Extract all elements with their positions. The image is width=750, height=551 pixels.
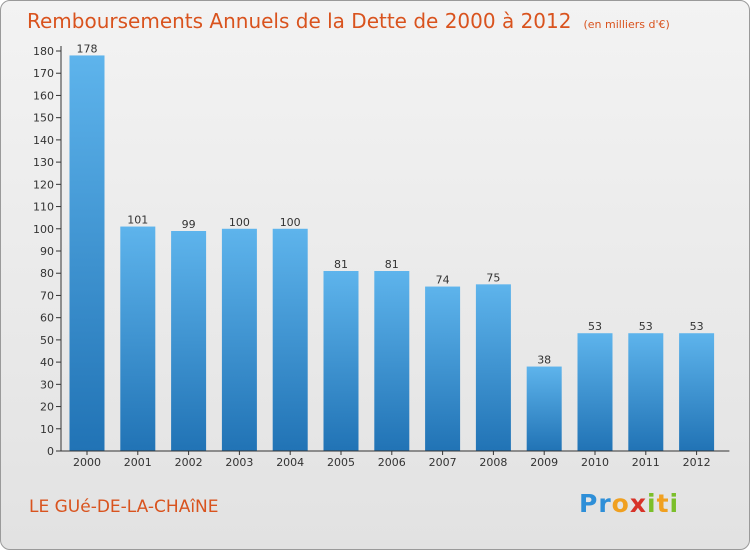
x-tick-label: 2009 bbox=[530, 456, 558, 469]
bar-value-label: 53 bbox=[588, 320, 602, 333]
bar-value-label: 101 bbox=[127, 214, 148, 227]
bar bbox=[628, 333, 664, 451]
bar bbox=[475, 284, 511, 451]
y-axis: 0 10 20 30 40 50 60 70 80 90 100 110 120 130 140 150 160… bbox=[33, 45, 62, 458]
logo-letter: r bbox=[598, 489, 612, 518]
bar bbox=[120, 226, 156, 451]
y-tick-label: 180 bbox=[33, 45, 54, 58]
bar-value-label: 38 bbox=[537, 354, 551, 367]
bar-value-label: 75 bbox=[486, 271, 500, 284]
bar bbox=[679, 333, 715, 451]
x-tick-label: 2002 bbox=[175, 456, 203, 469]
logo-letter: x bbox=[629, 489, 647, 518]
logo-letter: i bbox=[669, 489, 680, 518]
bar bbox=[171, 231, 207, 451]
chart-title: Remboursements Annuels de la Dette de 20… bbox=[27, 9, 670, 33]
y-tick-label: 140 bbox=[33, 134, 54, 147]
bar bbox=[577, 333, 613, 451]
x-tick-label: 2008 bbox=[479, 456, 507, 469]
bar bbox=[323, 271, 359, 451]
y-tick-label: 0 bbox=[47, 445, 54, 458]
x-tick-label: 2000 bbox=[73, 456, 101, 469]
bar bbox=[374, 271, 410, 451]
logo-letter: P bbox=[579, 489, 599, 518]
x-tick-label: 2003 bbox=[225, 456, 253, 469]
bar-value-label: 74 bbox=[436, 274, 450, 287]
y-tick-label: 90 bbox=[40, 245, 54, 258]
x-axis: 2000 2001 2002 2003 2004 2005 2006 2007 2008 2009… bbox=[61, 450, 730, 469]
y-tick-label: 110 bbox=[33, 201, 54, 214]
x-tick-label: 2005 bbox=[327, 456, 355, 469]
bar bbox=[69, 55, 105, 451]
bar bbox=[272, 228, 308, 451]
logo-letter: t bbox=[656, 489, 670, 518]
y-tick-label: 10 bbox=[40, 423, 54, 436]
commune-name: LE GUé-DE-LA-CHAîNE bbox=[29, 497, 219, 517]
y-tick-label: 50 bbox=[40, 334, 54, 347]
x-tick-label: 2006 bbox=[378, 456, 406, 469]
bar-value-label: 178 bbox=[77, 42, 98, 55]
x-tick-label: 2001 bbox=[124, 456, 152, 469]
bar-value-label: 81 bbox=[334, 258, 348, 271]
bars: 178 101 99 100 100 81 81 74 75 38 53 53 53 bbox=[69, 42, 715, 451]
x-tick-label: 2010 bbox=[581, 456, 609, 469]
bar-value-label: 99 bbox=[182, 218, 196, 231]
x-tick-label: 2007 bbox=[429, 456, 457, 469]
y-tick-label: 60 bbox=[40, 312, 54, 325]
bar bbox=[526, 366, 562, 451]
bar-value-label: 100 bbox=[280, 216, 301, 229]
bar bbox=[425, 286, 461, 451]
x-tick-label: 2012 bbox=[683, 456, 711, 469]
logo-letter: o bbox=[611, 489, 630, 518]
y-tick-label: 40 bbox=[40, 356, 54, 369]
y-tick-label: 160 bbox=[33, 89, 54, 102]
y-tick-label: 70 bbox=[40, 289, 54, 302]
y-tick-label: 80 bbox=[40, 267, 54, 280]
logo-letter: i bbox=[647, 489, 657, 518]
chart-unit-note: (en milliers d'€) bbox=[583, 18, 670, 31]
proxiti-logo: Proxiti bbox=[579, 489, 679, 518]
x-tick-label: 2011 bbox=[632, 456, 660, 469]
y-tick-label: 20 bbox=[40, 401, 54, 414]
bar-value-label: 53 bbox=[690, 320, 704, 333]
y-tick-label: 150 bbox=[33, 112, 54, 125]
x-tick-label: 2004 bbox=[276, 456, 304, 469]
bar-value-label: 81 bbox=[385, 258, 399, 271]
bar-value-label: 53 bbox=[639, 320, 653, 333]
y-tick-label: 120 bbox=[33, 178, 54, 191]
y-tick-label: 30 bbox=[40, 378, 54, 391]
y-tick-label: 130 bbox=[33, 156, 54, 169]
chart-title-text: Remboursements Annuels de la Dette de 20… bbox=[27, 9, 572, 33]
y-tick-label: 100 bbox=[33, 223, 54, 236]
y-tick-label: 170 bbox=[33, 67, 54, 80]
bar-value-label: 100 bbox=[229, 216, 250, 229]
bar bbox=[221, 228, 257, 451]
